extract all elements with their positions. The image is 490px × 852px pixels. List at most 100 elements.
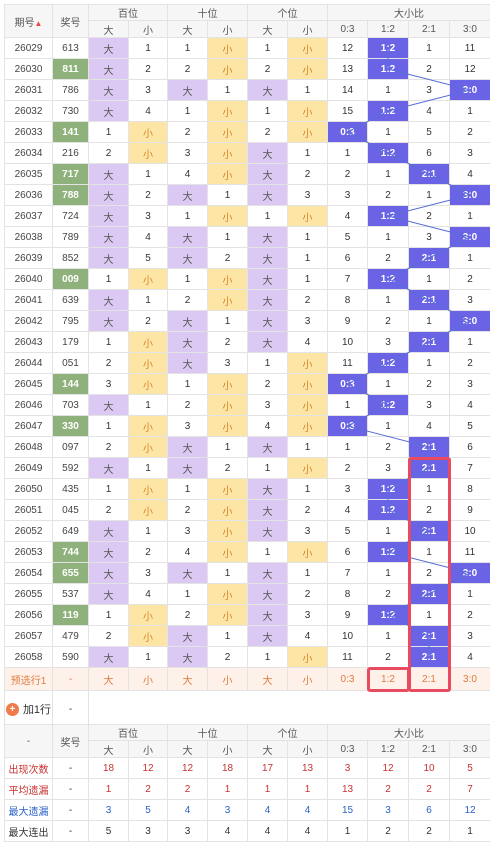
ratio-miss-cell: 4 (408, 100, 450, 122)
ratio-miss-cell: 11 (327, 352, 368, 374)
big-marker-cell: 大 (247, 184, 288, 206)
table-row: 26033 141 1 小 2 小 2 小 0:3 1 5 2 (4, 121, 490, 143)
plus-icon[interactable]: + (5, 702, 19, 716)
miss-count-cell: 1 (88, 331, 129, 353)
ratio-miss-cell: 1 (327, 436, 368, 458)
ratio-hit-cell: 3:0 (449, 79, 490, 101)
ratio-miss-cell: 15 (327, 100, 368, 122)
miss-count-cell: 2 (287, 583, 328, 605)
ratio-miss-cell: 1 (408, 37, 450, 59)
predict-cell[interactable]: 大 (167, 667, 208, 691)
stat-value: 10 (408, 757, 450, 779)
small-marker-cell: 小 (128, 142, 168, 164)
ratio-miss-cell: 3 (408, 79, 450, 101)
predict-cell[interactable]: 2:1 (408, 667, 450, 691)
ratio-miss-cell: 14 (327, 79, 368, 101)
small-marker-cell: 小 (207, 520, 248, 542)
stat-row: 平均遗漏 -1 2 2 1 1 1 13 2 2 7 (4, 778, 490, 800)
table-row: 26043 179 1 小大 2 大 4 10 3 2:1 1 (4, 331, 490, 353)
miss-count-cell: 2 (207, 331, 248, 353)
small-marker-cell: 小 (128, 499, 168, 521)
ratio-hit-cell: 2:1 (408, 247, 450, 269)
ratio-hit-cell: 2:1 (408, 289, 450, 311)
miss-count-cell: 1 (167, 268, 208, 290)
stat-value: 15 (327, 799, 368, 821)
ratio-miss-cell: 1 (408, 478, 450, 500)
predict-cell[interactable]: 大 (88, 667, 129, 691)
period-cell: 26054 (4, 562, 53, 584)
small-marker-cell: 小 (287, 121, 328, 143)
ratio-miss-cell: 4 (449, 394, 490, 416)
period-header[interactable]: 期号▲ (4, 4, 53, 38)
big-marker-cell: 大 (247, 583, 288, 605)
miss-count-cell: 1 (128, 289, 168, 311)
miss-count-cell: 1 (128, 163, 168, 185)
small-marker-cell: 小 (287, 58, 328, 80)
small-subheader: 小 (128, 20, 168, 38)
stat-value: 4 (287, 799, 328, 821)
miss-count-cell: 1 (207, 79, 248, 101)
predict-cell[interactable]: 小 (287, 667, 328, 691)
table-row: 26040 009 1 小 1 小大 1 7 1:2 1 2 (4, 268, 490, 290)
predict-cell[interactable]: 大 (247, 667, 288, 691)
prize-number-cell: 655 (52, 562, 89, 584)
hundreds-header: 百位 (88, 4, 168, 21)
period-cell: 26033 (4, 121, 53, 143)
predict-cell[interactable]: 小 (207, 667, 248, 691)
big-marker-cell: 大 (88, 58, 129, 80)
sort-icon[interactable]: ▲ (34, 18, 43, 28)
big-subheader: 大 (247, 740, 288, 758)
small-marker-cell: 小 (207, 121, 248, 143)
small-marker-cell: 小 (207, 583, 248, 605)
big-marker-cell: 大 (247, 331, 288, 353)
small-marker-cell: 小 (128, 373, 168, 395)
predict-row: 预选行1 - 大 小 大 小 大 小 0:3 1:2 2:1 3:0 (4, 667, 490, 691)
predict-cell[interactable]: 3:0 (449, 667, 490, 691)
stat-prize: - (52, 757, 89, 779)
ratio-miss-cell: 1 (449, 583, 490, 605)
ratio-miss-cell: 4 (408, 415, 450, 437)
miss-count-cell: 1 (287, 247, 328, 269)
period-cell: 26036 (4, 184, 53, 206)
table-row: 26047 330 1 小 3 小 4 小 0:3 1 4 5 (4, 415, 490, 437)
table-row: 26034 216 2 小 3 小大 1 1 1:2 6 3 (4, 142, 490, 164)
stat-value: 4 (167, 799, 208, 821)
small-marker-cell: 小 (207, 541, 248, 563)
miss-count-cell: 1 (128, 457, 168, 479)
prize-number-cell: 435 (52, 478, 89, 500)
big-marker-cell: 大 (247, 142, 288, 164)
stat-value: 2 (367, 820, 409, 842)
miss-count-cell: 1 (287, 436, 328, 458)
stat-value: 2 (408, 820, 450, 842)
stats-table: - 奖号 百位 十位 个位 大小比 大 小 大 小 大 小 0:3 1:2 2:… (4, 724, 490, 842)
stat-value: 12 (167, 757, 208, 779)
small-subheader: 小 (207, 20, 248, 38)
big-marker-cell: 大 (247, 520, 288, 542)
stat-prize: - (52, 799, 89, 821)
miss-count-cell: 1 (207, 625, 248, 647)
ratio-miss-cell: 12 (449, 58, 490, 80)
predict-cell[interactable]: 0:3 (327, 667, 368, 691)
prize-number-cell: 811 (52, 58, 89, 80)
table-row: 26041 639 大 1 2 小大 2 8 1 2:1 3 (4, 289, 490, 311)
prize-number-cell: 330 (52, 415, 89, 437)
big-marker-cell: 大 (88, 583, 129, 605)
period-cell: 26055 (4, 583, 53, 605)
miss-count-cell: 4 (128, 226, 168, 248)
prize-number-cell: 592 (52, 457, 89, 479)
prize-number-cell: 119 (52, 604, 89, 626)
predict-cell[interactable]: 小 (128, 667, 168, 691)
stat-value: 7 (449, 778, 490, 800)
add-row-cell[interactable]: + 加1行 (4, 690, 53, 728)
prize-number-cell: 590 (52, 646, 89, 668)
add-row-button[interactable]: + 加1行 (5, 701, 51, 717)
period-cell: 26039 (4, 247, 53, 269)
predict-cell[interactable]: 1:2 (367, 667, 409, 691)
big-subheader: 大 (88, 740, 129, 758)
ratio-miss-cell: 9 (449, 499, 490, 521)
period-cell: 26032 (4, 100, 53, 122)
stat-value: 3 (88, 799, 129, 821)
ratio-hit-cell: 0:3 (327, 373, 368, 395)
miss-count-cell: 1 (128, 394, 168, 416)
table-row: 26032 730 大 4 1 小 1 小 15 1:2 4 1 (4, 100, 490, 122)
